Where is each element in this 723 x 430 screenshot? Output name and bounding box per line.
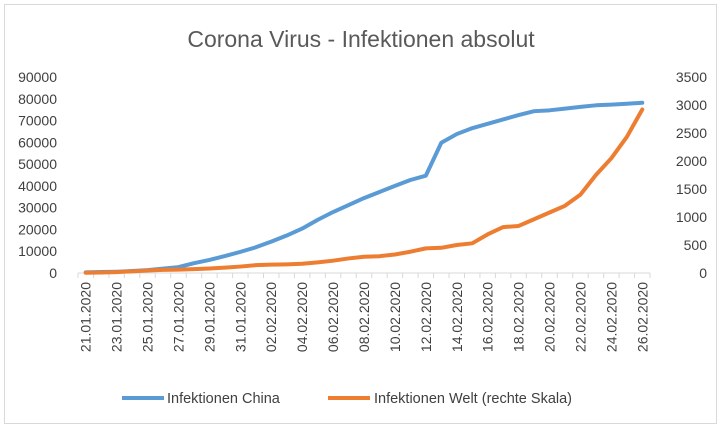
legend: Infektionen China Infektionen Welt (rech… bbox=[122, 391, 572, 407]
y-tick-left-label: 80000 bbox=[18, 91, 57, 107]
x-tick-label: 06.02.2020 bbox=[325, 282, 341, 352]
y-tick-left-label: 20000 bbox=[18, 221, 57, 237]
x-tick-label: 14.02.2020 bbox=[449, 282, 465, 352]
y-tick-left-label: 70000 bbox=[18, 113, 57, 129]
x-tick-label: 27.01.2020 bbox=[170, 282, 186, 352]
y-axis-left: 0 10000 20000 30000 40000 50000 60000 70000 8000… bbox=[18, 69, 57, 281]
x-tick-label: 26.02.2020 bbox=[634, 282, 650, 352]
x-tick-label: 10.02.2020 bbox=[387, 282, 403, 352]
series-line-china bbox=[83, 100, 645, 275]
y-tick-left-label: 10000 bbox=[18, 243, 57, 259]
x-tick-label: 29.01.2020 bbox=[201, 282, 217, 352]
y-tick-right-label: 2000 bbox=[676, 153, 707, 169]
y-tick-left-label: 50000 bbox=[18, 156, 57, 172]
x-tick-label: 20.02.2020 bbox=[542, 282, 558, 352]
x-tick-label: 08.02.2020 bbox=[356, 282, 372, 352]
x-tick-label: 18.02.2020 bbox=[511, 282, 527, 352]
y-tick-left-label: 90000 bbox=[18, 69, 57, 85]
x-tick-label: 22.02.2020 bbox=[572, 282, 588, 352]
x-tick-label: 12.02.2020 bbox=[418, 282, 434, 352]
series-line-welt bbox=[83, 107, 645, 275]
chart-title: Corona Virus - Infektionen absolut bbox=[187, 26, 535, 52]
y-tick-right-label: 0 bbox=[699, 265, 707, 281]
y-tick-right-label: 500 bbox=[684, 237, 708, 253]
x-tick-label: 21.01.2020 bbox=[78, 282, 94, 352]
legend-label-welt: Infektionen Welt (rechte Skala) bbox=[374, 391, 572, 407]
x-tick-label: 02.02.2020 bbox=[263, 282, 279, 352]
x-tick-label: 25.01.2020 bbox=[140, 282, 156, 352]
x-tick-label: 04.02.2020 bbox=[294, 282, 310, 352]
legend-label-china: Infektionen China bbox=[167, 391, 281, 407]
y-axis-right: 0 500 1000 1500 2000 2500 3000 3500 bbox=[676, 69, 707, 281]
chart-frame bbox=[4, 4, 717, 424]
y-tick-right-label: 1000 bbox=[676, 209, 707, 225]
y-tick-right-label: 2500 bbox=[676, 125, 707, 141]
x-tick-label: 23.01.2020 bbox=[109, 282, 125, 352]
y-tick-right-label: 3500 bbox=[676, 69, 707, 85]
y-tick-left-label: 30000 bbox=[18, 200, 57, 216]
x-axis: 21.01.2020 23.01.2020 25.01.2020 27.01.2020… bbox=[77, 273, 651, 352]
series-layer bbox=[83, 100, 645, 275]
y-tick-left-label: 0 bbox=[49, 265, 57, 281]
x-tick-label: 31.01.2020 bbox=[232, 282, 248, 352]
y-tick-left-label: 40000 bbox=[18, 178, 57, 194]
y-tick-right-label: 1500 bbox=[676, 181, 707, 197]
x-tick-label: 16.02.2020 bbox=[480, 282, 496, 352]
y-tick-right-label: 3000 bbox=[676, 97, 707, 113]
x-tick-label: 24.02.2020 bbox=[603, 282, 619, 352]
y-tick-left-label: 60000 bbox=[18, 134, 57, 150]
